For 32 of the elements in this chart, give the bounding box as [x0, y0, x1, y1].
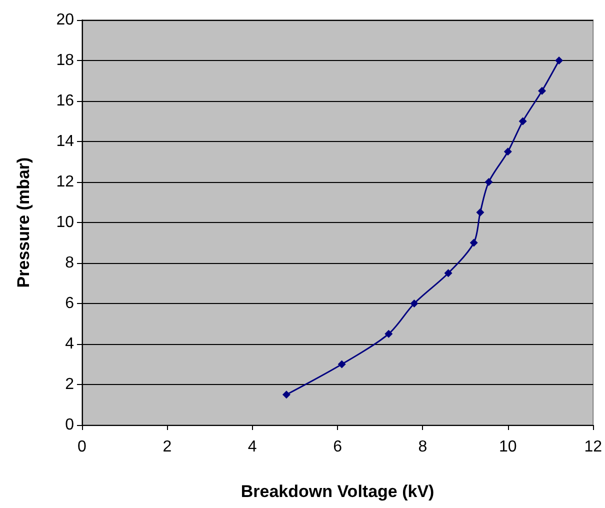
y-tick-label: 4	[65, 336, 74, 352]
x-tick-label: 4	[248, 438, 257, 456]
point	[282, 390, 290, 399]
y-tick-label: 2	[65, 376, 74, 393]
x-tick-label: 0	[78, 438, 87, 456]
point	[338, 360, 346, 368]
point	[470, 238, 478, 247]
x-axis-title: Breakdown Voltage (kV)	[240, 482, 434, 501]
y-tick-label: 14	[56, 133, 74, 150]
x-tick-label: 6	[333, 438, 342, 456]
y-tick-label: 16	[56, 92, 74, 110]
y-tick-label: 12	[56, 174, 74, 190]
y-tick-label: 6	[65, 295, 74, 312]
y-tick-label: 8	[65, 254, 74, 272]
point	[555, 56, 564, 64]
point	[484, 178, 493, 186]
point	[476, 208, 484, 216]
point	[504, 148, 512, 156]
point	[538, 86, 546, 95]
x-tick-label: 10	[499, 438, 517, 456]
point	[410, 300, 418, 308]
point	[518, 117, 527, 126]
y-tick-label: 0	[65, 416, 74, 434]
x-tick-label: 8	[418, 438, 428, 456]
x-tick-label: 12	[584, 438, 602, 456]
y-axis-title: Pressure (mbar)	[14, 157, 33, 288]
point	[444, 269, 452, 278]
y-tick-label: 20	[56, 12, 74, 28]
y-tick-label: 18	[56, 52, 74, 69]
x-tick-label: 2	[162, 438, 172, 456]
y-tick-label: 10	[56, 214, 74, 231]
point	[384, 330, 393, 338]
